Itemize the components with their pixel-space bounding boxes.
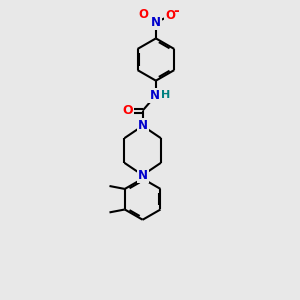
Text: O: O — [165, 9, 175, 22]
Text: -: - — [174, 4, 179, 18]
Text: O: O — [122, 104, 133, 117]
Text: N: N — [138, 169, 148, 182]
Text: H: H — [161, 90, 170, 100]
Text: N: N — [138, 119, 148, 132]
Text: O: O — [139, 8, 148, 20]
Text: N: N — [151, 16, 161, 29]
Text: N: N — [149, 89, 159, 102]
